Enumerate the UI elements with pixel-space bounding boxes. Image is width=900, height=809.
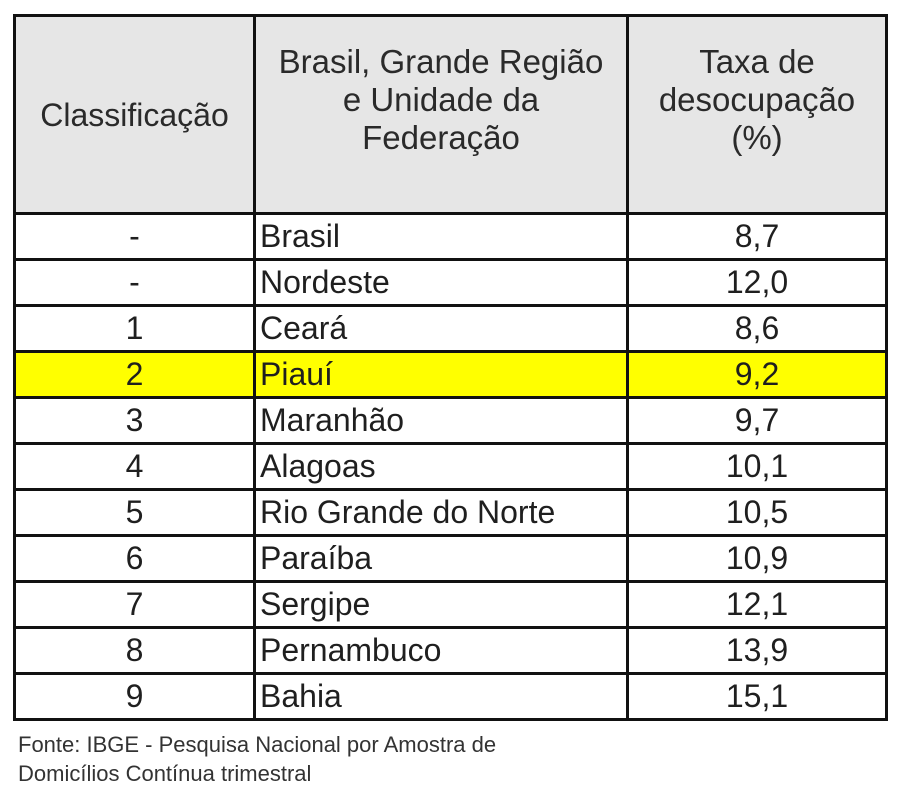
place-cell: Brasil [253,212,629,261]
rank-cell: 6 [13,534,256,583]
place-cell: Nordeste [253,258,629,307]
table-row: 8 Pernambuco 13,9 [13,626,888,675]
rate-cell: 10,9 [626,534,888,583]
rate-cell: 10,1 [626,442,888,491]
rank-cell: - [13,258,256,307]
rank-cell: 9 [13,672,256,721]
place-cell: Rio Grande do Norte [253,488,629,537]
unemployment-table: Classificação Brasil, Grande Região e Un… [13,14,888,721]
table-row-highlighted: 2 Piauí 9,2 [13,350,888,399]
header-region-line: Federação [362,119,520,156]
rate-cell: 15,1 [626,672,888,721]
table-row: 1 Ceará 8,6 [13,304,888,353]
rate-cell: 10,5 [626,488,888,537]
header-rate: Taxa de desocupação (%) [626,14,888,215]
rank-cell: 2 [13,350,256,399]
header-rate-line: desocupação [658,81,856,118]
source-note-line: Fonte: IBGE - Pesquisa Nacional por Amos… [18,732,497,757]
header-classification: Classificação [13,14,256,215]
table-row: 9 Bahia 15,1 [13,672,888,721]
place-cell: Alagoas [253,442,629,491]
place-cell: Bahia [253,672,629,721]
place-cell: Piauí [253,350,629,399]
rank-cell: 5 [13,488,256,537]
rank-cell: 8 [13,626,256,675]
rate-cell: 8,6 [626,304,888,353]
header-region: Brasil, Grande Região e Unidade da Feder… [253,14,629,215]
header-classification-label: Classificação [40,96,229,133]
rate-cell: 12,0 [626,258,888,307]
rate-cell: 9,7 [626,396,888,445]
rate-cell: 9,2 [626,350,888,399]
table-row: 4 Alagoas 10,1 [13,442,888,491]
rank-cell: - [13,212,256,261]
table-row: - Nordeste 12,0 [13,258,888,307]
header-rate-line: (%) [731,119,783,156]
place-cell: Sergipe [253,580,629,629]
header-rate-line: Taxa de [699,43,815,80]
place-cell: Pernambuco [253,626,629,675]
header-region-line: e Unidade da [342,81,540,118]
rank-cell: 7 [13,580,256,629]
rate-cell: 8,7 [626,212,888,261]
table-row: - Brasil 8,7 [13,212,888,261]
rate-cell: 12,1 [626,580,888,629]
table-row: 6 Paraíba 10,9 [13,534,888,583]
place-cell: Ceará [253,304,629,353]
unemployment-table-container: Classificação Brasil, Grande Região e Un… [13,14,888,721]
place-cell: Maranhão [253,396,629,445]
rank-cell: 4 [13,442,256,491]
table-row: 7 Sergipe 12,1 [13,580,888,629]
source-note-line: Domicílios Contínua trimestral [18,761,312,786]
rate-cell: 13,9 [626,626,888,675]
rank-cell: 1 [13,304,256,353]
header-region-line: Brasil, Grande Região [278,43,604,80]
table-row: 3 Maranhão 9,7 [13,396,888,445]
table-header-row: Classificação Brasil, Grande Região e Un… [13,14,888,215]
place-cell: Paraíba [253,534,629,583]
rank-cell: 3 [13,396,256,445]
table-row: 5 Rio Grande do Norte 10,5 [13,488,888,537]
source-note: Fonte: IBGE - Pesquisa Nacional por Amos… [18,730,718,788]
